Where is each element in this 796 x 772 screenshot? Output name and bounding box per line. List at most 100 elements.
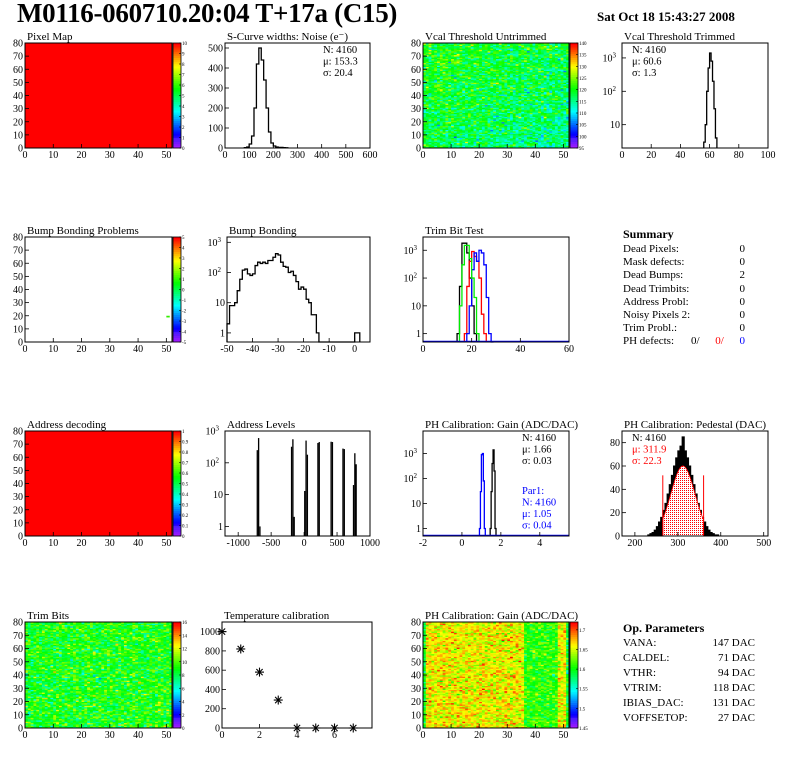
heatmap-cell (490, 66, 494, 69)
heatmap-cell (431, 102, 435, 104)
heatmap-cell (445, 43, 449, 45)
heatmap-cell (535, 79, 539, 82)
heatmap-cell (566, 125, 570, 128)
heatmap-cell (498, 60, 503, 62)
heatmap-cell (423, 87, 427, 90)
heatmap-cell (456, 117, 460, 120)
heatmap-cell (479, 43, 483, 45)
heatmap-cell (27, 692, 32, 694)
heatmap-cell (437, 92, 441, 95)
heatmap-cell (496, 71, 500, 74)
heatmap-cell (479, 121, 483, 124)
heatmap-cell (470, 57, 474, 60)
heatmap-cell (554, 67, 559, 70)
heatmap-cell (25, 623, 29, 626)
heatmap-cell (526, 124, 531, 127)
colorbar-segment (173, 95, 181, 98)
heatmap-cell (428, 45, 432, 48)
y-tick-label: 30 (13, 104, 23, 115)
heatmap-cell (557, 104, 561, 107)
heatmap-cell (566, 98, 570, 100)
heatmap-cell (473, 74, 477, 77)
heatmap-cell (532, 56, 536, 58)
heatmap-cell (507, 81, 511, 83)
heatmap-cell (504, 96, 508, 99)
heatmap-cell (526, 107, 531, 110)
heatmap-cell (532, 45, 536, 48)
heatmap-cell (456, 145, 460, 148)
heatmap-cell (538, 108, 542, 111)
heatmap-cell (563, 60, 567, 62)
heatmap-cell (535, 140, 539, 142)
heatmap-cell (481, 50, 486, 53)
heatmap-cell (456, 94, 460, 96)
heatmap-cell (467, 50, 472, 53)
heatmap-cell (470, 128, 474, 131)
heatmap-cell (462, 113, 466, 116)
heatmap-cell (445, 46, 449, 49)
heatmap-cell (484, 123, 488, 125)
colorbar-segment (173, 506, 181, 509)
heatmap-cell (535, 67, 539, 70)
heatmap-cell (484, 103, 488, 106)
histogram-series (463, 250, 487, 342)
heatmap-cell (462, 79, 466, 82)
heatmap-cell (467, 73, 472, 75)
heatmap-cell (459, 119, 463, 121)
heatmap-cell (496, 73, 500, 75)
heatmap-cell (512, 78, 517, 81)
x-tick-label: 40 (675, 150, 685, 161)
heatmap-cell (543, 99, 547, 102)
heatmap-cell (504, 109, 508, 112)
heatmap-cell (25, 672, 29, 675)
heatmap-cell (501, 44, 505, 47)
heatmap-cell (437, 64, 441, 66)
heatmap-cell (439, 133, 444, 136)
heatmap-cell (546, 117, 550, 120)
heatmap-cell (535, 145, 539, 148)
heatmap-cell (504, 74, 508, 77)
heatmap-cell (557, 106, 561, 108)
heatmap-cell (493, 70, 497, 73)
heatmap-cell (529, 104, 533, 107)
heatmap-cell (490, 52, 494, 54)
x-tick-label: 0 (223, 150, 228, 161)
heatmap-cell (25, 652, 29, 655)
colorbar-segment (173, 274, 181, 278)
heatmap-cell (484, 98, 488, 100)
heatmap-cell (546, 134, 550, 137)
heatmap-cell (456, 56, 460, 58)
heatmap-cell (467, 46, 472, 49)
heatmap-cell (487, 145, 491, 148)
colorbar-tick-label: 130 (579, 65, 587, 70)
histogram-bar (342, 448, 344, 536)
heatmap-cell (563, 125, 567, 128)
heatmap-cell (465, 52, 469, 54)
heatmap-cell (445, 107, 449, 110)
heatmap-cell (484, 90, 488, 92)
heatmap-cell (526, 60, 531, 62)
heatmap-cell (526, 145, 531, 148)
y-tick-label: 50 (411, 78, 421, 89)
heatmap-cell (442, 44, 446, 47)
heatmap-cell (425, 94, 430, 96)
heatmap-cell (431, 73, 435, 75)
heatmap-cell (566, 77, 570, 79)
heatmap-cell (507, 96, 511, 99)
heatmap-cell (557, 60, 561, 62)
heatmap-cell (481, 58, 486, 61)
heatmap-cell (423, 130, 427, 133)
heatmap-cell (560, 142, 564, 145)
y-tick-label: 0 (18, 338, 23, 349)
heatmap-cell (434, 78, 438, 81)
heatmap-cell (546, 56, 550, 58)
heatmap-cell (535, 87, 539, 90)
heatmap-cell (504, 49, 508, 52)
heatmap-cell (484, 77, 488, 79)
heatmap-cell (496, 90, 500, 92)
heatmap-cell (563, 64, 567, 66)
heatmap-cell (428, 62, 432, 65)
x-tick-label: 500 (330, 538, 345, 549)
heatmap-cell (27, 725, 32, 728)
heatmap-cell (484, 125, 488, 128)
